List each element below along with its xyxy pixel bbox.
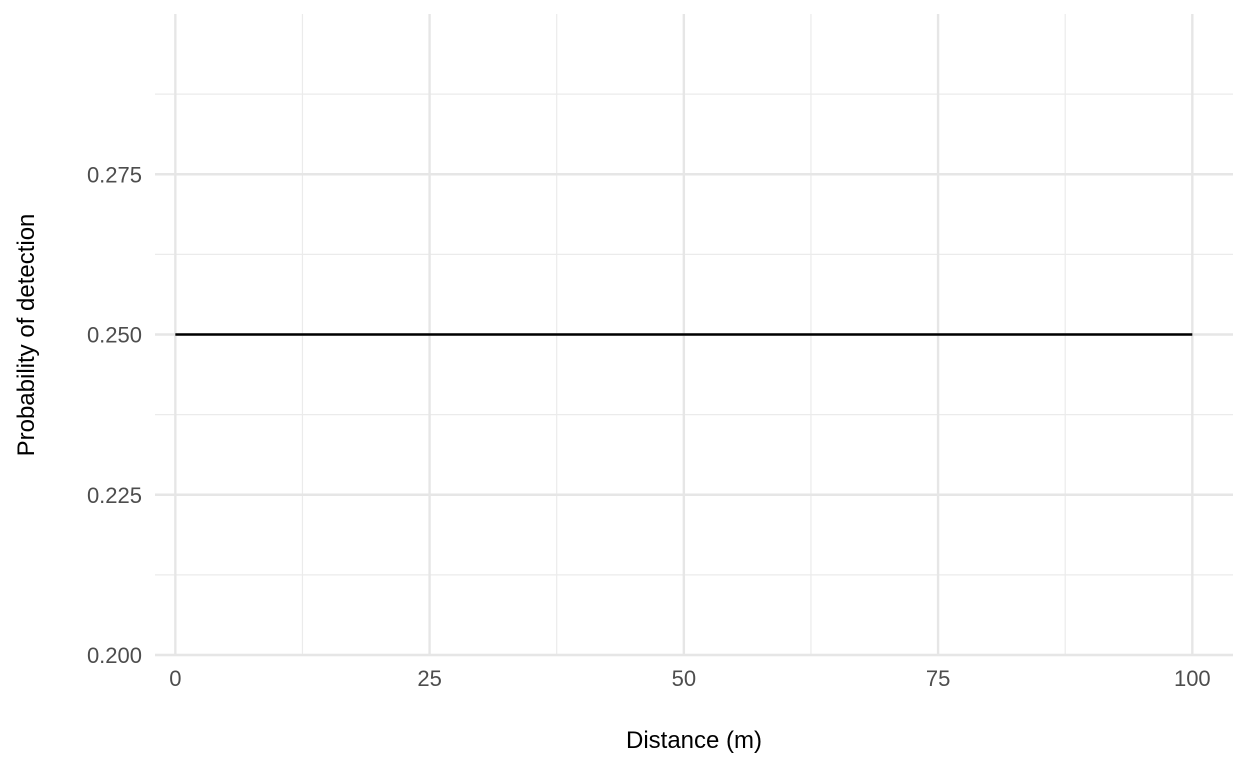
x-axis-title: Distance (m): [626, 727, 762, 754]
y-tick-label: 0.225: [87, 483, 142, 508]
x-tick-label: 100: [1174, 666, 1211, 691]
y-tick-label: 0.200: [87, 643, 142, 668]
y-axis-ticks: 0.200 0.225 0.250 0.275: [87, 162, 142, 668]
minor-gridlines: [155, 14, 1233, 655]
y-axis-title: Probability of detection: [13, 214, 40, 457]
x-tick-label: 0: [169, 666, 181, 691]
y-tick-label: 0.250: [87, 323, 142, 348]
x-tick-label: 75: [926, 666, 950, 691]
x-tick-label: 25: [417, 666, 441, 691]
y-tick-label: 0.275: [87, 162, 142, 187]
x-tick-label: 50: [672, 666, 696, 691]
x-axis-ticks: 0 25 50 75 100: [169, 666, 1210, 691]
